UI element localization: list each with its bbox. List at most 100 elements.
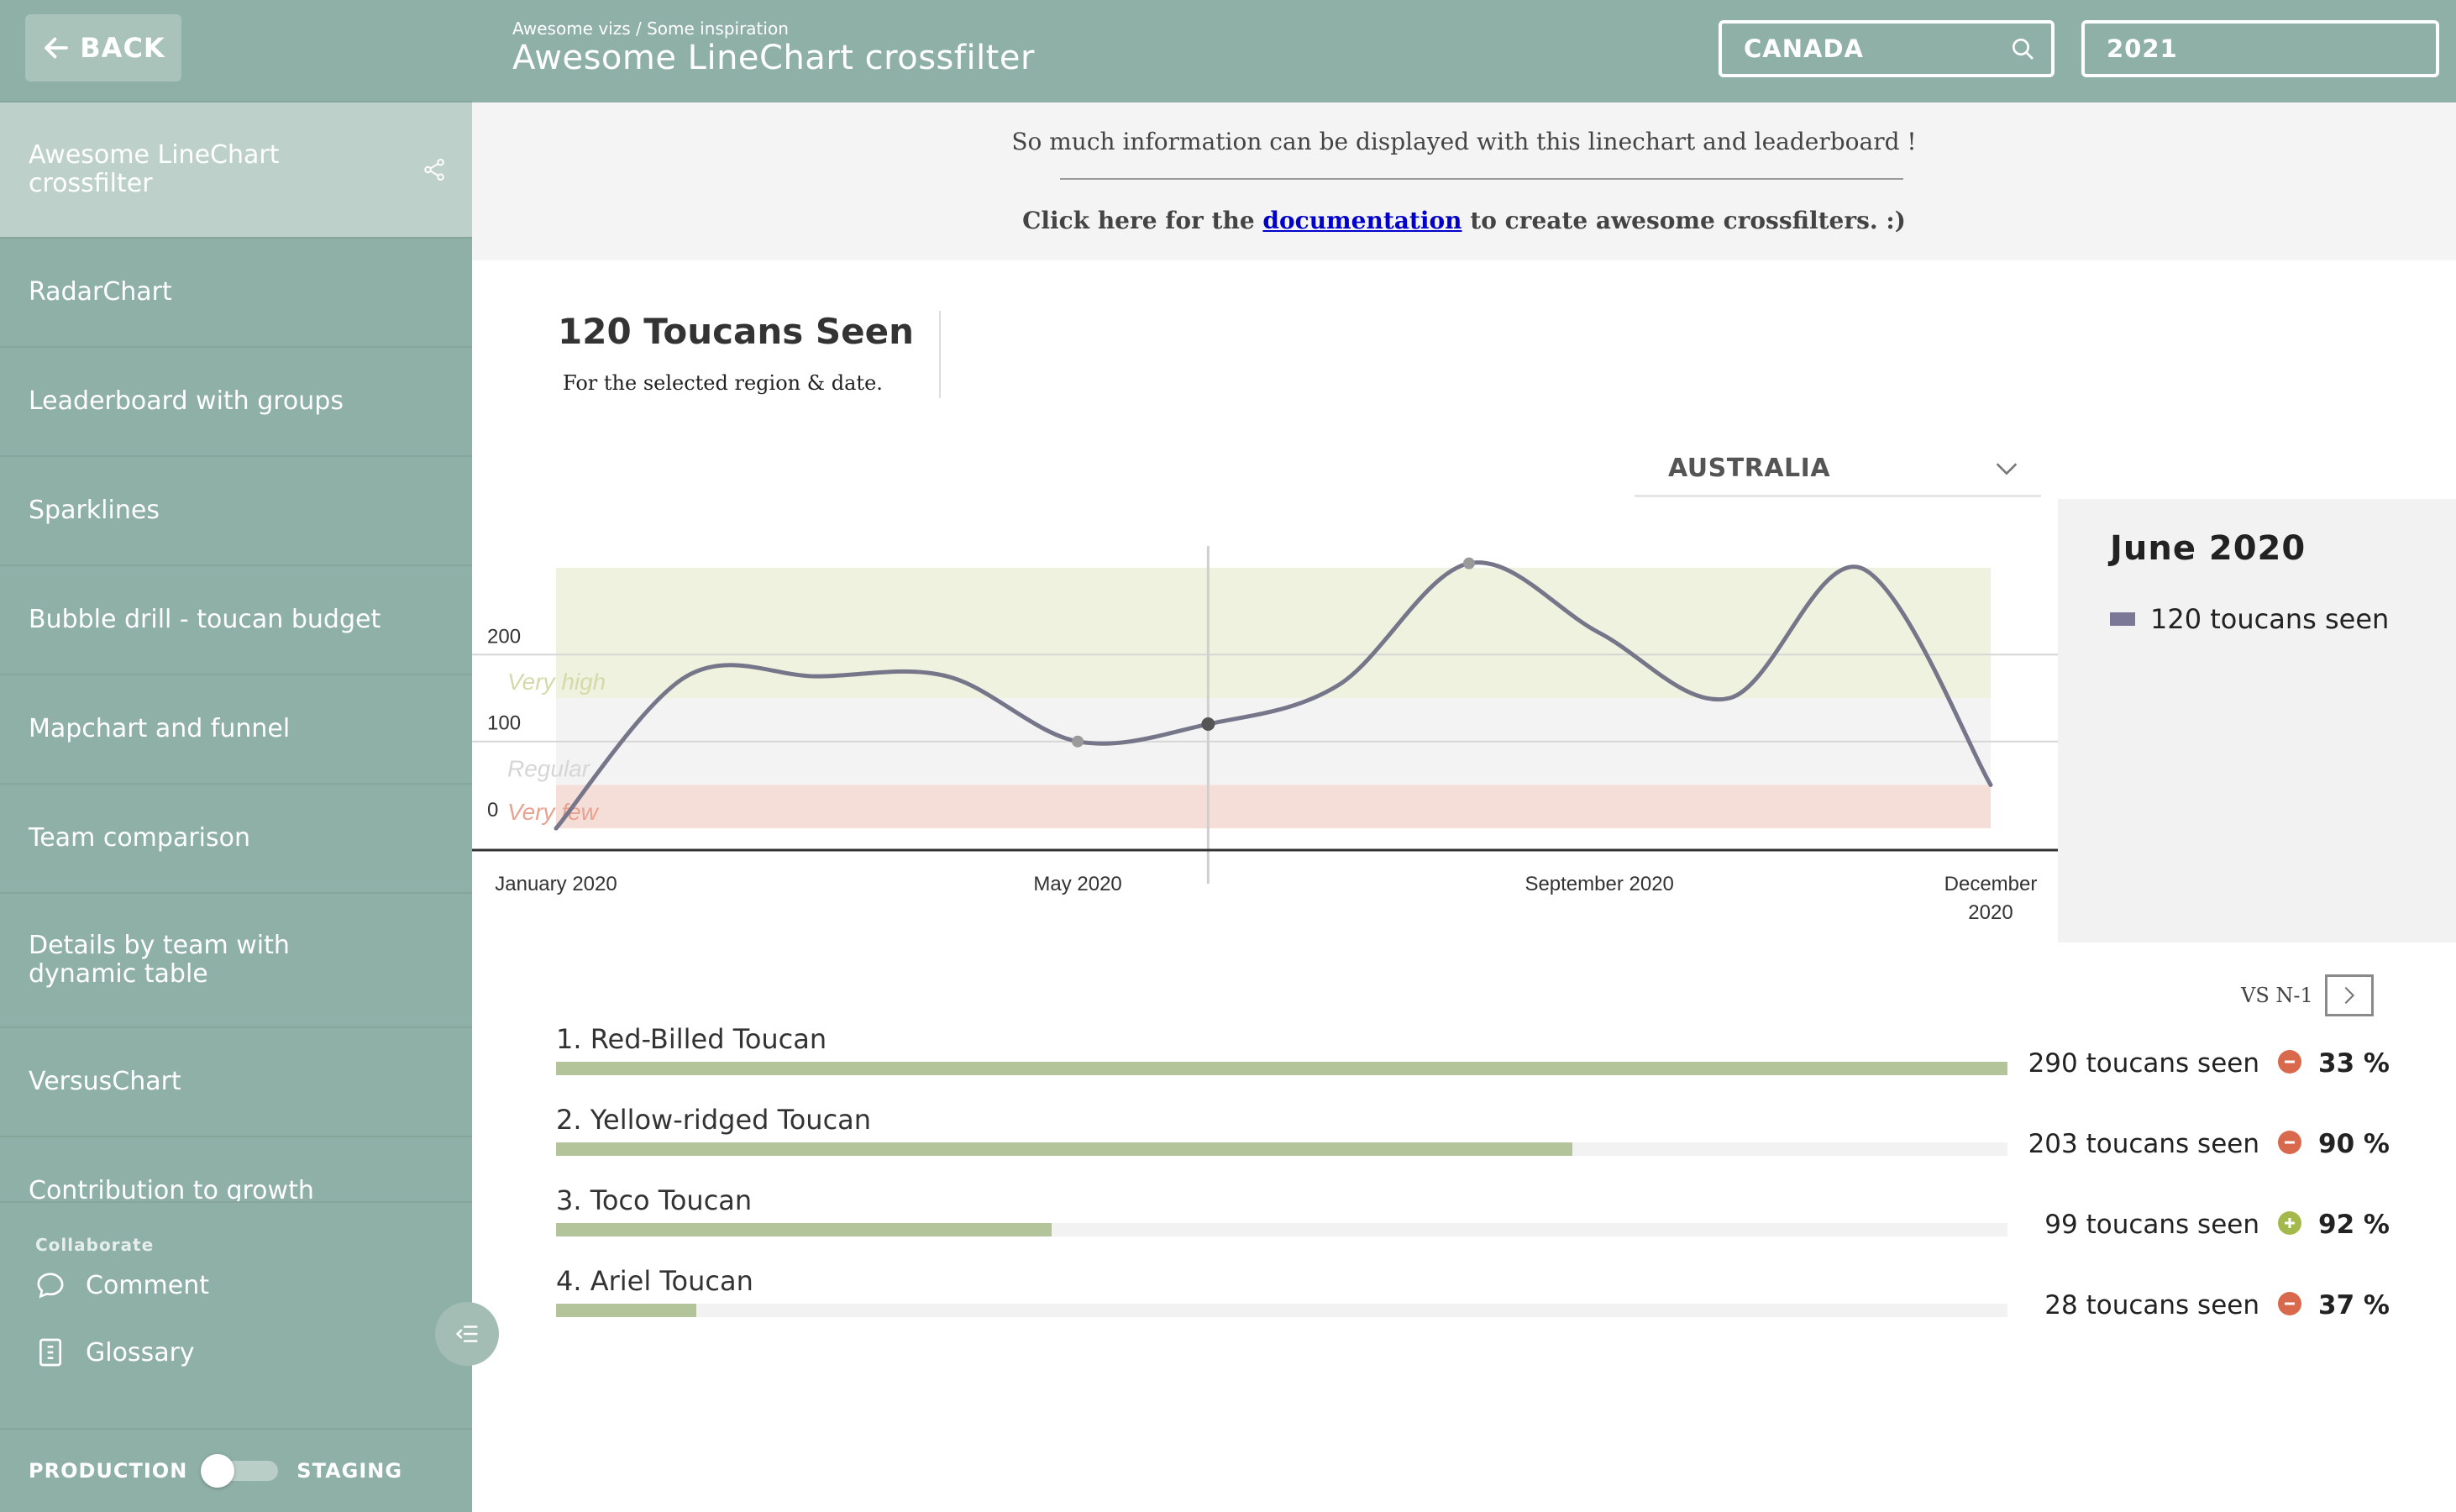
sidebar: BACK Awesome LineChart crossfilter Radar… (0, 0, 472, 1512)
leaderboard-value: 99 toucans seen (2044, 1210, 2259, 1240)
leaderboard-row[interactable]: 4. Ariel Toucan 28 toucans seen 37 % (556, 1265, 2438, 1341)
y-tick-label: 100 (487, 712, 521, 735)
vs-label: VS N-1 (2241, 984, 2313, 1007)
x-tick-label: September 2020 (1525, 873, 1673, 895)
comment-icon (37, 1273, 64, 1299)
chart-gridlines (472, 654, 2060, 743)
leaderboard-bar (556, 1223, 1052, 1236)
collapse-sidebar-button[interactable] (435, 1302, 499, 1366)
documentation-link[interactable]: documentation (1262, 207, 1462, 234)
sidebar-item-versuschart[interactable]: VersusChart (0, 1028, 472, 1137)
year-filter-value: 2021 (2107, 34, 2178, 63)
sidebar-item-details-by-team[interactable]: Details by team with dynamic table (0, 894, 472, 1028)
sidebar-item-label: Details by team with dynamic table (29, 931, 290, 989)
leaderboard-change-pct: 33 % (2318, 1048, 2390, 1079)
kpi-subtitle: For the selected region & date. (563, 371, 883, 395)
leaderboard-bar-track (556, 1304, 2007, 1317)
arrow-left-icon (45, 37, 69, 59)
chart-band-label: Regular (507, 755, 591, 781)
leaderboard-name: 2. Yellow-ridged Toucan (556, 1104, 872, 1136)
leaderboard-row[interactable]: 2. Yellow-ridged Toucan 203 toucans seen 9… (556, 1104, 2438, 1179)
sidebar-item-label: RadarChart (29, 277, 172, 307)
leaderboard-row[interactable]: 3. Toco Toucan 99 toucans seen 92 % (556, 1184, 2438, 1260)
chevron-down-icon (1996, 462, 2018, 475)
country-filter-value: CANADA (1744, 34, 1864, 63)
chart-band-label: Very high (507, 669, 606, 695)
chart-point (1201, 717, 1215, 732)
collaborate-title: Collaborate (35, 1235, 155, 1255)
leaderboard-value: 290 toucans seen (2028, 1048, 2259, 1079)
sidebar-item-team-comparison[interactable]: Team comparison (0, 785, 472, 894)
chart-band-label: Very few (507, 799, 600, 825)
chart-points (1072, 557, 1475, 748)
country-filter[interactable]: CANADA (1719, 20, 2055, 77)
sidebar-item-label: Bubble drill - toucan budget (29, 605, 381, 634)
chart-band (556, 785, 1991, 829)
sidebar-item-label: Leaderboard with groups (29, 386, 344, 416)
breadcrumb[interactable]: Awesome vizs / Some inspiration (512, 18, 789, 39)
leaderboard-change-pct: 92 % (2318, 1210, 2390, 1240)
environment-toggle[interactable] (201, 1454, 279, 1488)
leaderboard-value: 28 toucans seen (2044, 1290, 2259, 1320)
leaderboard-bar-track (556, 1062, 2007, 1075)
sidebar-item-label: Awesome LineChart crossfilter (29, 140, 280, 198)
sidebar-item-label: Sparklines (29, 496, 160, 525)
info-text: So much information can be displayed wit… (1011, 128, 1917, 155)
x-tick-label: May 2020 (1033, 873, 1121, 895)
collaborate-section: Collaborate Comment Glossary (0, 1201, 472, 1428)
tooltip-swatch (2110, 612, 2135, 626)
chart-band-labels: Very few Regular Very high (507, 669, 606, 825)
chart-band (556, 567, 1991, 698)
glossary-label: Glossary (86, 1337, 195, 1368)
info-band: So much information can be displayed wit… (472, 102, 2456, 260)
comment-button[interactable]: Comment (34, 1268, 209, 1302)
header: Awesome vizs / Some inspiration Awesome … (472, 0, 2456, 102)
back-button[interactable]: BACK (25, 14, 181, 81)
sidebar-item-label: Contribution to growth (29, 1176, 314, 1204)
chart-x-ticks: January 2020 May 2020 September 2020 Decemb… (495, 873, 2037, 924)
x-tick-label: January 2020 (495, 873, 617, 895)
minus-circle-icon (2278, 1050, 2301, 1074)
line-chart[interactable]: Very few Regular Very high 0 100 200 January… (472, 546, 2068, 932)
comment-label: Comment (86, 1270, 209, 1300)
environment-switch: PRODUCTION STAGING (0, 1428, 472, 1512)
sidebar-item-radarchart[interactable]: RadarChart (0, 239, 472, 348)
leaderboard-name: 4. Ariel Toucan (556, 1265, 753, 1297)
collapse-menu-icon (455, 1326, 478, 1342)
glossary-button[interactable]: Glossary (34, 1336, 195, 1369)
documentation-prefix: Click here for the (1022, 207, 1263, 234)
sidebar-item-mapchart-funnel[interactable]: Mapchart and funnel (0, 675, 472, 785)
sidebar-item-linechart-crossfilter[interactable]: Awesome LineChart crossfilter (0, 102, 472, 239)
chart-point (1072, 735, 1084, 748)
plus-circle-icon (2278, 1211, 2301, 1235)
sidebar-item-label: VersusChart (29, 1067, 181, 1096)
back-area: BACK (0, 0, 472, 102)
chart-tooltip: June 2020 120 toucans seen (2058, 499, 2456, 942)
documentation-text: Click here for the documentation to crea… (472, 207, 2456, 234)
share-icon[interactable] (422, 157, 447, 182)
chevron-right-icon (2344, 986, 2354, 1005)
leaderboard-name: 3. Toco Toucan (556, 1184, 753, 1216)
chart-bands (556, 567, 1991, 829)
sidebar-item-leaderboard-groups[interactable]: Leaderboard with groups (0, 348, 472, 457)
y-tick-label: 200 (487, 625, 521, 648)
minus-circle-icon (2278, 1131, 2301, 1154)
kpi-title: 120 Toucans Seen (558, 311, 914, 352)
region-dropdown[interactable]: AUSTRALIA (1635, 442, 2041, 497)
minus-circle-icon (2278, 1292, 2301, 1315)
info-divider (1060, 178, 1903, 180)
year-filter[interactable]: 2021 (2081, 20, 2439, 77)
vs-next-button[interactable] (2324, 974, 2374, 1016)
leaderboard-value: 203 toucans seen (2028, 1129, 2259, 1159)
glossary-icon (39, 1338, 61, 1367)
sidebar-item-bubble-drill[interactable]: Bubble drill - toucan budget (0, 566, 472, 675)
leaderboard-name: 1. Red-Billed Toucan (556, 1023, 827, 1055)
leaderboard-change-pct: 37 % (2318, 1290, 2390, 1320)
chart-series-line (554, 560, 1993, 831)
sidebar-item-contribution-growth[interactable]: Contribution to growth (0, 1137, 472, 1204)
sidebar-item-sparklines[interactable]: Sparklines (0, 457, 472, 566)
region-dropdown-value: AUSTRALIA (1668, 454, 1831, 483)
sidebar-item-label: Mapchart and funnel (29, 714, 291, 743)
leaderboard-row[interactable]: 1. Red-Billed Toucan 290 toucans seen 33 % (556, 1023, 2438, 1099)
